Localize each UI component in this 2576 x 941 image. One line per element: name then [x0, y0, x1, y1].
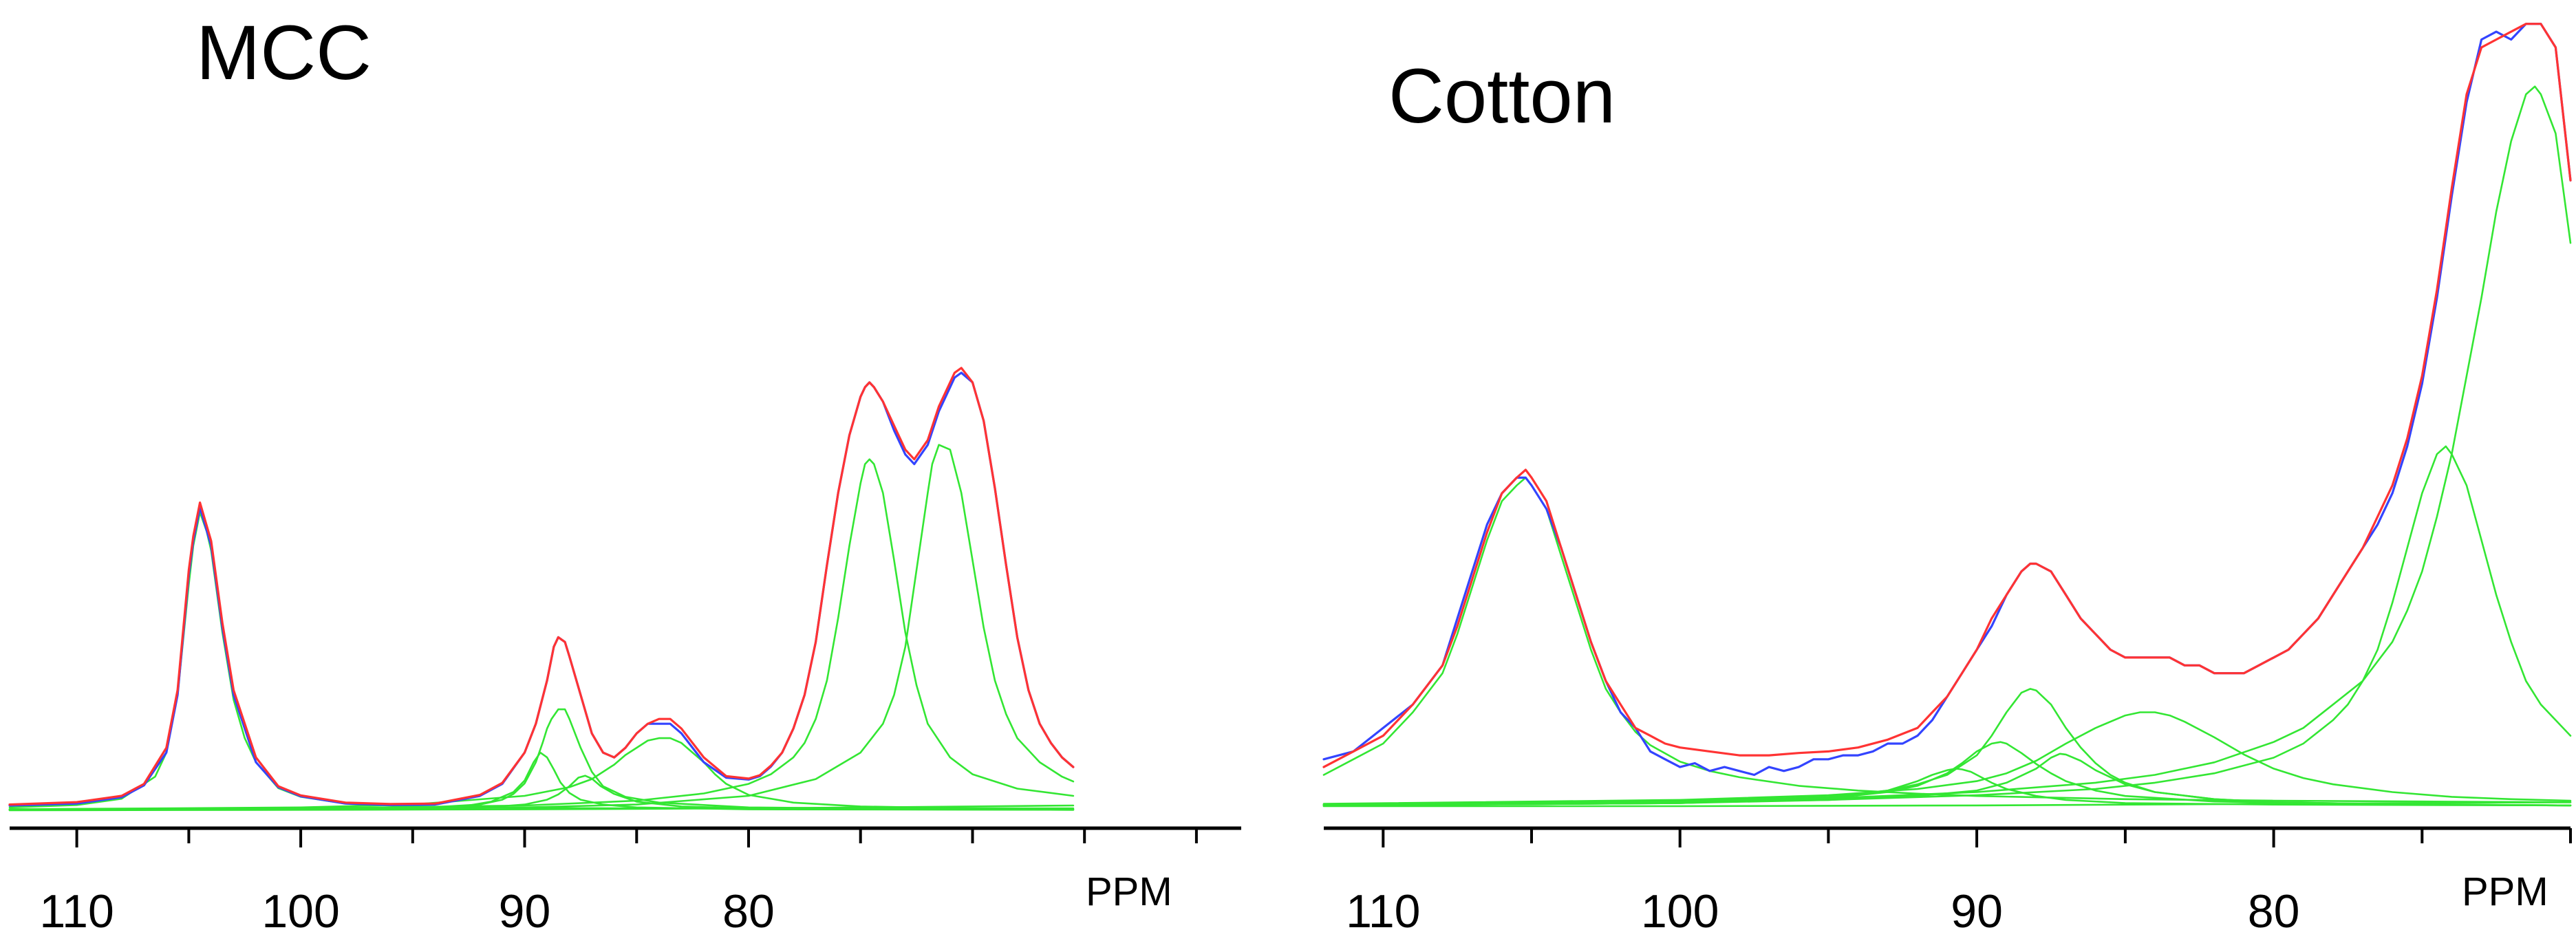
cotton-component-curve-4: [1322, 688, 2572, 807]
cotton-x-tick-label-90: 90: [1951, 885, 2003, 938]
mcc-component-curve-7: [8, 444, 1075, 811]
mcc-experimental-curve: [8, 371, 1075, 807]
cotton-component-curve-8: [1322, 85, 2572, 805]
mcc-x-tick-label-100: 100: [261, 885, 339, 938]
mcc-spectrum-panel: MCC 110 100 90 80 PPM: [8, 10, 1241, 938]
cotton-component-curve-9: [1322, 801, 2572, 808]
mcc-fitted-curve: [8, 367, 1075, 806]
cotton-component-curve-6: [1322, 711, 2572, 805]
mcc-x-axis-label: PPM: [1086, 869, 1172, 914]
mcc-component-curve-5: [8, 737, 1075, 810]
cotton-x-axis-label: PPM: [2462, 869, 2548, 914]
mcc-component-curve-8: [8, 804, 1075, 812]
cotton-component-curve-1: [1322, 477, 2572, 803]
cotton-x-tick-label-80: 80: [2248, 885, 2300, 938]
mcc-component-curve-6: [8, 458, 1075, 811]
mcc-x-tick-label-80: 80: [722, 885, 775, 938]
cotton-fitted-curve: [1322, 23, 2572, 768]
cotton-component-curve-7: [1322, 445, 2572, 805]
mcc-x-ticks: 110 100 90 80: [39, 828, 1198, 938]
cotton-x-ticks: 110 100 90 80: [1346, 828, 2572, 938]
cotton-component-curve-5: [1322, 753, 2572, 807]
cotton-traces: [1322, 23, 2572, 808]
mcc-x-tick-label-110: 110: [39, 885, 114, 938]
cotton-x-tick-label-110: 110: [1346, 885, 1420, 938]
mcc-x-tick-label-90: 90: [499, 885, 551, 938]
mcc-component-curve-4: [8, 775, 1075, 811]
mcc-component-curve-1: [8, 511, 1075, 810]
mcc-traces: [8, 367, 1075, 812]
cotton-x-tick-label-100: 100: [1641, 885, 1719, 938]
mcc-chart-title: MCC: [196, 10, 372, 96]
mcc-component-curve-2: [8, 708, 1075, 810]
cotton-spectrum-panel: Cotton 110 100 90 80 PPM: [1322, 23, 2572, 938]
cotton-chart-title: Cotton: [1388, 53, 1616, 139]
